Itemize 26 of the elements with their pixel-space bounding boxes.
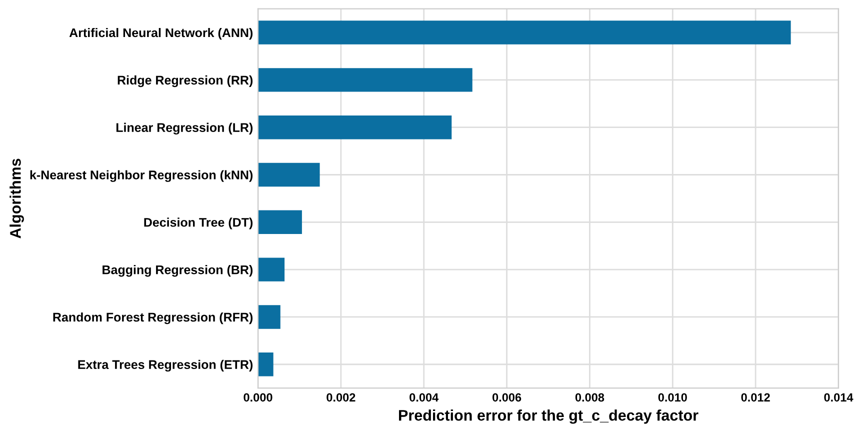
bar <box>258 68 472 92</box>
x-tick-label: 0.014 <box>824 393 854 402</box>
bar <box>258 210 302 234</box>
bar <box>258 115 452 140</box>
x-tick-label: 0.006 <box>492 393 522 402</box>
x-tick-label: 0.010 <box>658 393 687 402</box>
x-tick-label: 0.008 <box>575 393 604 402</box>
y-tick-label: Decision Tree (DT) <box>144 218 253 230</box>
bar <box>258 162 320 187</box>
y-axis-title: Algorithms <box>10 158 24 238</box>
x-tick-label: 0.012 <box>741 393 770 402</box>
x-tick-label: 0.002 <box>326 393 356 402</box>
bar <box>258 352 274 376</box>
y-tick-label: k-Nearest Neighbor Regression (kNN) <box>30 170 253 182</box>
y-tick-label: Ridge Regression (RR) <box>118 75 253 88</box>
x-tick-label: 0.004 <box>410 393 439 402</box>
bar <box>258 305 280 329</box>
bar <box>258 20 791 44</box>
y-tick-label: Linear Regression (LR) <box>116 122 253 135</box>
x-tick-label: 0.000 <box>244 393 272 402</box>
y-tick-label: Bagging Regression (BR) <box>102 265 253 277</box>
y-tick-label: Extra Trees Regression (ETR) <box>78 360 253 372</box>
bar <box>258 258 285 282</box>
x-axis-title: Prediction error for the gt_c_decay factor <box>399 410 698 424</box>
y-tick-label: Artificial Neural Network (ANN) <box>69 28 253 40</box>
y-tick-label: Random Forest Regression (RFR) <box>53 312 253 324</box>
